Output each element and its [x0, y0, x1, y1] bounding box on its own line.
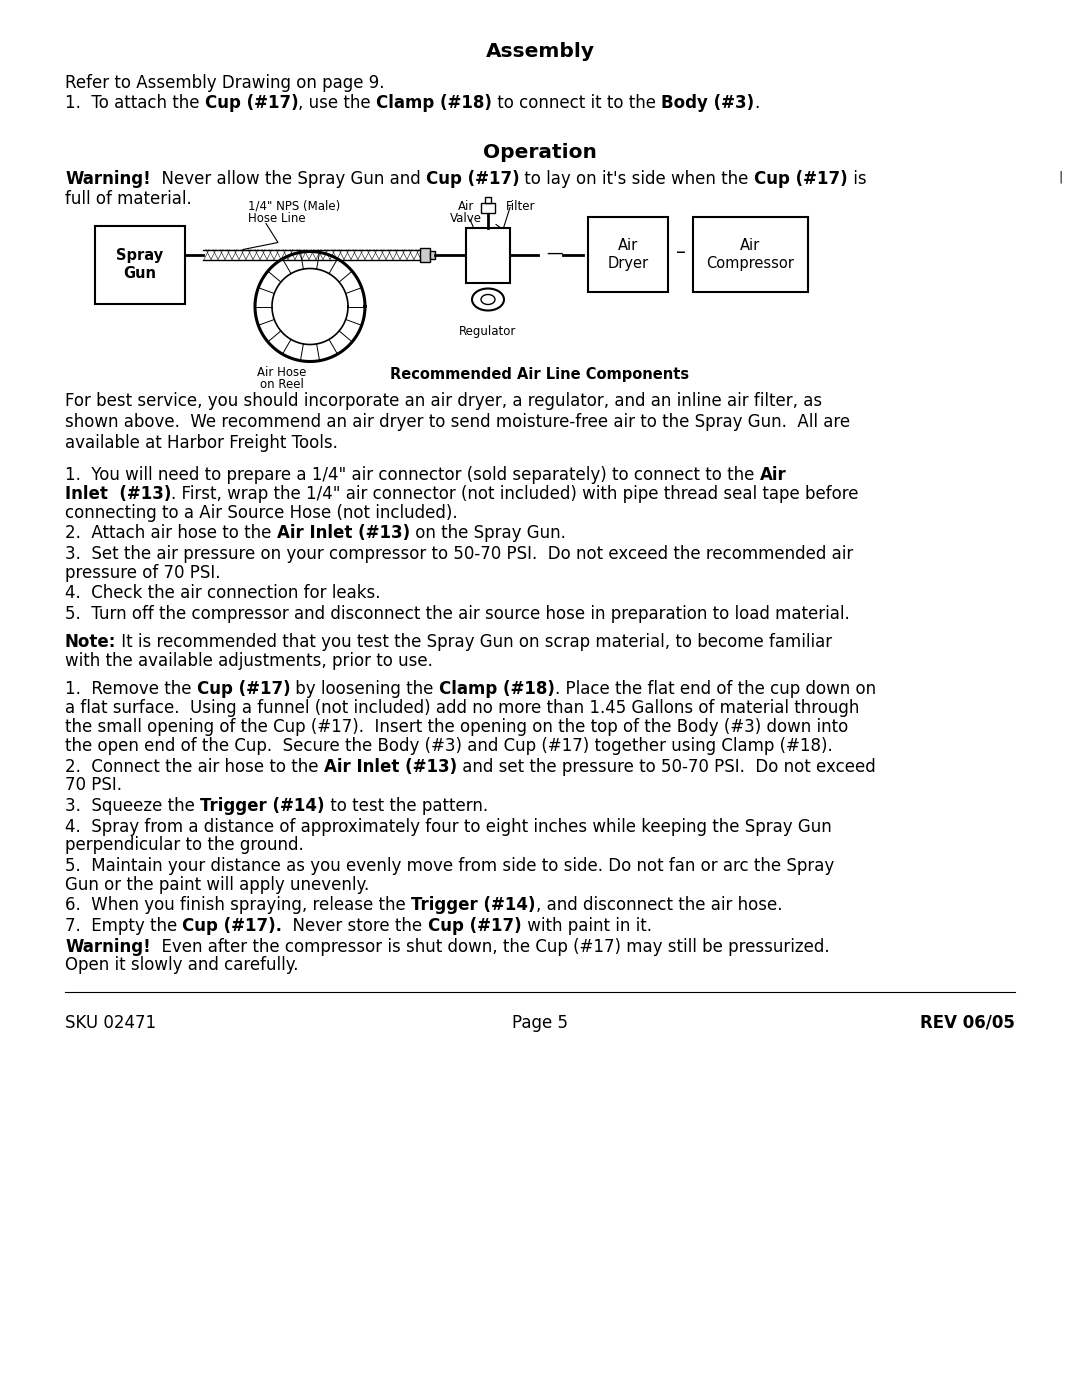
Bar [693, 217, 808, 292]
Text: Gun or the paint will apply unevenly.: Gun or the paint will apply unevenly. [65, 876, 369, 894]
Bar [485, 197, 491, 203]
Text: , and disconnect the air hose.: , and disconnect the air hose. [536, 897, 782, 915]
Text: Air Inlet (#13): Air Inlet (#13) [324, 757, 457, 775]
Text: the open end of the Cup.  Secure the Body (#3) and Cup (#17) together using Clam: the open end of the Cup. Secure the Body… [65, 738, 833, 754]
Bar [481, 203, 495, 212]
Bar [465, 228, 510, 282]
Text: Cup (#17): Cup (#17) [197, 680, 291, 698]
Text: —: — [546, 243, 563, 261]
Text: on the Spray Gun.: on the Spray Gun. [409, 524, 566, 542]
Text: Air
Compressor: Air Compressor [706, 239, 795, 271]
Text: Spray
Gun: Spray Gun [117, 249, 163, 281]
Text: 1/4" NPS (Male): 1/4" NPS (Male) [248, 200, 340, 212]
Text: Note:: Note: [65, 633, 117, 651]
Text: Trigger (#14): Trigger (#14) [411, 897, 536, 915]
Text: Cup (#17): Cup (#17) [754, 170, 848, 189]
Text: Air
Dryer: Air Dryer [607, 239, 649, 271]
Text: connecting to a Air Source Hose (not included).: connecting to a Air Source Hose (not inc… [65, 504, 458, 522]
Text: Filter: Filter [507, 200, 536, 212]
Text: perpendicular to the ground.: perpendicular to the ground. [65, 837, 303, 855]
Bar [430, 250, 435, 258]
Text: Warning!: Warning! [65, 937, 151, 956]
Text: Open it slowly and carefully.: Open it slowly and carefully. [65, 957, 298, 975]
Text: Never store the: Never store the [283, 916, 428, 935]
Text: full of material.: full of material. [65, 190, 192, 208]
Text: Air: Air [759, 467, 786, 483]
Text: pressure of 70 PSI.: pressure of 70 PSI. [65, 564, 220, 583]
Text: to lay on it's side when the: to lay on it's side when the [519, 170, 754, 189]
Text: 1.  You will need to prepare a 1/4" air connector (sold separately) to connect t: 1. You will need to prepare a 1/4" air c… [65, 467, 759, 483]
Text: is: is [848, 170, 866, 189]
Text: 7.  Empty the: 7. Empty the [65, 916, 183, 935]
Text: available at Harbor Freight Tools.: available at Harbor Freight Tools. [65, 433, 338, 451]
Text: Clamp (#18): Clamp (#18) [376, 95, 492, 113]
Text: a flat surface.  Using a funnel (not included) add no more than 1.45 Gallons of : a flat surface. Using a funnel (not incl… [65, 698, 860, 717]
Text: Refer to Assembly Drawing on page 9.: Refer to Assembly Drawing on page 9. [65, 74, 384, 92]
Text: Cup (#17): Cup (#17) [205, 95, 298, 113]
Text: , use the: , use the [298, 95, 376, 113]
Text: |: | [1058, 170, 1063, 183]
Text: Cup (#17): Cup (#17) [428, 916, 522, 935]
Text: 2.  Attach air hose to the: 2. Attach air hose to the [65, 524, 276, 542]
Text: shown above.  We recommend an air dryer to send moisture-free air to the Spray G: shown above. We recommend an air dryer t… [65, 414, 850, 432]
Ellipse shape [481, 295, 495, 305]
Text: 1.  Remove the: 1. Remove the [65, 680, 197, 698]
Bar [95, 225, 185, 303]
Text: Cup (#17): Cup (#17) [426, 170, 519, 189]
Text: Cup (#17).: Cup (#17). [183, 916, 283, 935]
Text: REV 06/05: REV 06/05 [920, 1013, 1015, 1031]
Text: Air Hose: Air Hose [257, 366, 307, 380]
Text: . First, wrap the 1/4" air connector (not included) with pipe thread seal tape b: . First, wrap the 1/4" air connector (no… [172, 485, 859, 503]
Text: with paint in it.: with paint in it. [522, 916, 651, 935]
Text: Hose Line: Hose Line [248, 211, 306, 225]
Text: and set the pressure to 50-70 PSI.  Do not exceed: and set the pressure to 50-70 PSI. Do no… [457, 757, 876, 775]
Text: 70 PSI.: 70 PSI. [65, 777, 122, 795]
Text: 5.  Turn off the compressor and disconnect the air source hose in preparation to: 5. Turn off the compressor and disconnec… [65, 605, 850, 623]
Text: Clamp (#18): Clamp (#18) [438, 680, 555, 698]
Text: . Place the flat end of the cup down on: . Place the flat end of the cup down on [555, 680, 876, 698]
Text: 6.  When you finish spraying, release the: 6. When you finish spraying, release the [65, 897, 411, 915]
Text: 4.  Spray from a distance of approximately four to eight inches while keeping th: 4. Spray from a distance of approximatel… [65, 817, 832, 835]
Text: Trigger (#14): Trigger (#14) [200, 798, 325, 814]
Text: 2.  Connect the air hose to the: 2. Connect the air hose to the [65, 757, 324, 775]
Text: –: – [676, 243, 686, 263]
Text: It is recommended that you test the Spray Gun on scrap material, to become famil: It is recommended that you test the Spra… [117, 633, 833, 651]
Ellipse shape [472, 289, 504, 310]
Text: Page 5: Page 5 [512, 1013, 568, 1031]
Text: Air Inlet (#13): Air Inlet (#13) [276, 524, 409, 542]
Text: SKU 02471: SKU 02471 [65, 1013, 157, 1031]
Text: Body (#3): Body (#3) [661, 95, 755, 113]
Text: with the available adjustments, prior to use.: with the available adjustments, prior to… [65, 652, 433, 671]
Text: .: . [755, 95, 759, 113]
Text: Warning!: Warning! [65, 170, 151, 189]
Text: 3.  Set the air pressure on your compressor to 50-70 PSI.  Do not exceed the rec: 3. Set the air pressure on your compress… [65, 545, 853, 563]
Text: 1.  To attach the: 1. To attach the [65, 95, 205, 113]
Text: by loosening the: by loosening the [291, 680, 438, 698]
Text: Valve: Valve [450, 211, 482, 225]
Text: Inlet  (#13): Inlet (#13) [65, 485, 172, 503]
Bar [588, 217, 669, 292]
Text: Even after the compressor is shut down, the Cup (#17) may still be pressurized.: Even after the compressor is shut down, … [151, 937, 829, 956]
Text: Never allow the Spray Gun and: Never allow the Spray Gun and [151, 170, 426, 189]
Text: Air: Air [458, 200, 474, 212]
Text: For best service, you should incorporate an air dryer, a regulator, and an inlin: For best service, you should incorporate… [65, 393, 822, 411]
Text: on Reel: on Reel [260, 379, 303, 391]
Text: to test the pattern.: to test the pattern. [325, 798, 488, 814]
Text: 3.  Squeeze the: 3. Squeeze the [65, 798, 200, 814]
Text: Assembly: Assembly [486, 42, 594, 61]
Text: 4.  Check the air connection for leaks.: 4. Check the air connection for leaks. [65, 584, 380, 602]
Text: Recommended Air Line Components: Recommended Air Line Components [391, 366, 689, 381]
Text: Operation: Operation [483, 142, 597, 162]
Text: to connect it to the: to connect it to the [492, 95, 661, 113]
Bar [420, 247, 430, 261]
Text: the small opening of the Cup (#17).  Insert the opening on the top of the Body (: the small opening of the Cup (#17). Inse… [65, 718, 848, 736]
Text: Regulator: Regulator [459, 324, 516, 338]
Text: 5.  Maintain your distance as you evenly move from side to side. Do not fan or a: 5. Maintain your distance as you evenly … [65, 856, 834, 875]
